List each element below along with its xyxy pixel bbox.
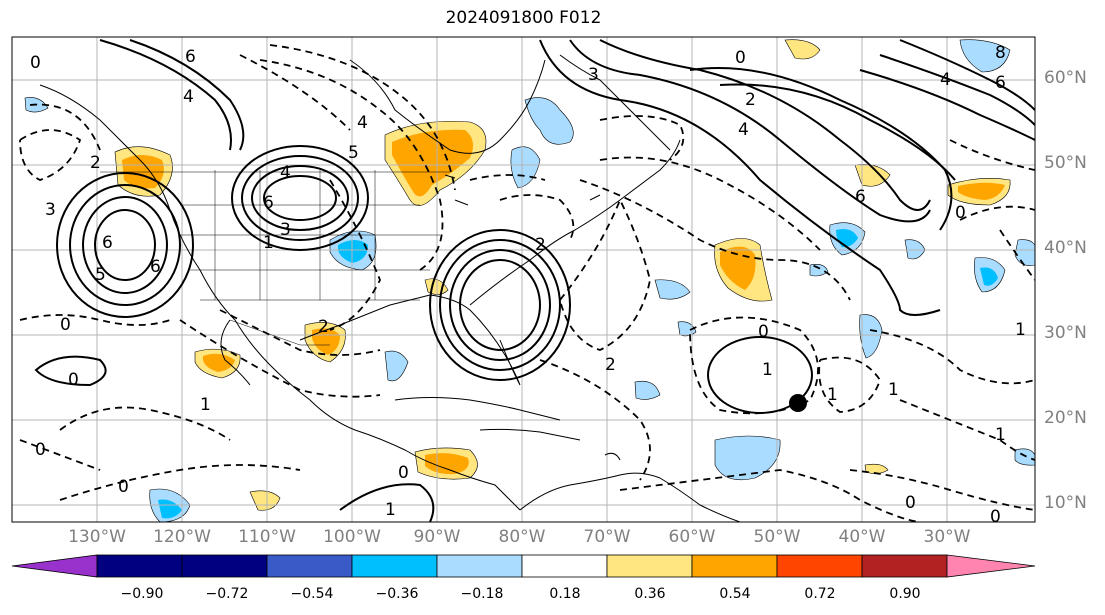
graticule — [12, 37, 1035, 522]
political-borders — [100, 170, 450, 346]
contour-label: 6 — [150, 257, 161, 277]
contour-label: 3 — [280, 220, 291, 240]
lat-label-60n: 60°N — [1044, 68, 1087, 88]
contour-label: 2 — [90, 153, 101, 173]
lat-label-30n: 30°N — [1044, 323, 1087, 343]
lat-label-10n: 10°N — [1044, 493, 1087, 513]
contour-label: 0 — [68, 370, 79, 390]
colorbar-tick: 0.90 — [889, 586, 921, 602]
contour-label: 5 — [95, 265, 106, 285]
contour-label: 1 — [762, 360, 773, 380]
map-title: 2024091800 F012 — [445, 8, 602, 28]
map-border — [11, 36, 1036, 523]
contour-lines — [19, 39, 1035, 522]
contour-label: 0 — [905, 493, 916, 513]
colorbar-tick: 0.54 — [719, 586, 751, 602]
lon-label-50w: 50°W — [753, 527, 801, 547]
lon-label-60w: 60°W — [668, 527, 716, 547]
contour-label: 1 — [385, 500, 396, 520]
contour-label: 0 — [118, 477, 129, 497]
station-dot — [789, 394, 807, 412]
contour-label: 5 — [348, 143, 359, 163]
contour-label: 3 — [588, 65, 599, 85]
contour-label: 4 — [280, 163, 291, 183]
contour-label: 2 — [318, 317, 329, 337]
contour-label: 1 — [200, 395, 211, 415]
colorbar-tick: −0.72 — [205, 586, 249, 602]
contour-label: 4 — [357, 113, 368, 133]
contour-label: 1 — [1015, 320, 1026, 340]
contour-label: 3 — [45, 200, 56, 220]
lon-label-110w: 110°W — [238, 527, 296, 547]
lon-label-80w: 80°W — [498, 527, 546, 547]
contour-label: 0 — [398, 463, 409, 483]
lon-label-90w: 90°W — [413, 527, 461, 547]
contour-label: 1 — [888, 380, 899, 400]
contour-label: 0 — [735, 48, 746, 68]
contour-labels: 6 4 6 3 0 2 4 6 8 4 6 0 2 3 4 6 5 3 4 1 … — [30, 43, 1026, 527]
contour-label: 6 — [185, 47, 196, 67]
contour-label: 6 — [263, 193, 274, 213]
colorbar-tick: −0.90 — [120, 586, 164, 602]
lat-label-40n: 40°N — [1044, 238, 1087, 258]
contour-label: 8 — [995, 43, 1006, 63]
contour-label: 1 — [263, 233, 274, 253]
contour-label: 0 — [955, 203, 966, 223]
shading-layer — [24, 39, 1035, 522]
contour-label: 0 — [990, 507, 1001, 527]
contour-label: 4 — [940, 70, 951, 90]
contour-label: 2 — [605, 355, 616, 375]
colorbar-tick: 0.72 — [804, 586, 836, 602]
lon-label-100w: 100°W — [323, 527, 381, 547]
lat-label-50n: 50°N — [1044, 153, 1087, 173]
contour-label: 6 — [102, 233, 113, 253]
colorbar-tick: 0.36 — [634, 586, 666, 602]
contour-label: 6 — [855, 187, 866, 207]
contour-label: 0 — [60, 315, 71, 335]
lon-label-70w: 70°W — [583, 527, 631, 547]
contour-label: 1 — [995, 425, 1006, 445]
contour-label: 2 — [745, 90, 756, 110]
colorbar-tick: −0.54 — [290, 586, 334, 602]
contour-label: 4 — [183, 87, 194, 107]
colorbar — [11, 554, 1036, 578]
contour-label: 4 — [738, 120, 749, 140]
lon-label-30w: 30°W — [923, 527, 971, 547]
contour-label: 0 — [30, 53, 41, 73]
lat-label-20n: 20°N — [1044, 408, 1087, 428]
contour-label: 0 — [758, 322, 769, 342]
colorbar-tick: 0.18 — [549, 586, 581, 602]
lon-label-40w: 40°W — [838, 527, 886, 547]
colorbar-tick: −0.36 — [375, 586, 419, 602]
contour-label: 2 — [535, 235, 546, 255]
colorbar-tick: −0.18 — [460, 586, 504, 602]
contour-label: 6 — [995, 73, 1006, 93]
contour-label: 1 — [827, 385, 838, 405]
contour-label: 0 — [35, 440, 46, 460]
lon-label-130w: 130°W — [68, 527, 126, 547]
lon-label-120w: 120°W — [153, 527, 211, 547]
